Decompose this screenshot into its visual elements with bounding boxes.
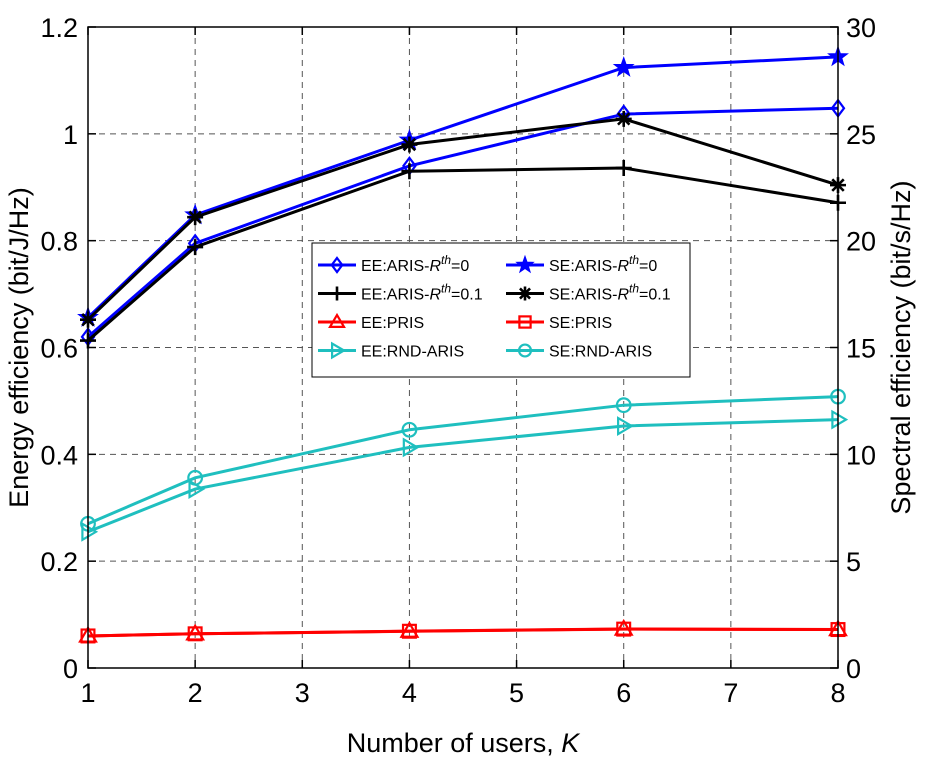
x-tick-label: 7 (723, 678, 738, 708)
legend-marker (517, 343, 533, 358)
y-left-tick-label: 1.2 (40, 13, 78, 43)
y-right-tick-label: 20 (846, 227, 876, 257)
y-right-tick-label: 25 (846, 120, 876, 150)
data-point (401, 163, 418, 180)
data-point (615, 160, 632, 177)
data-point (81, 521, 99, 542)
legend-label: EE:ARIS-Rth=0.1 (361, 282, 483, 304)
y-right-tick-label: 30 (846, 13, 876, 43)
legend-label: SE:RND-ARIS (549, 344, 652, 361)
series-6 (81, 409, 849, 542)
x-tick-label: 8 (830, 678, 845, 708)
data-point (401, 421, 418, 438)
data-point (615, 110, 632, 127)
y-left-tick-label: 0.6 (40, 334, 78, 364)
series-line (87, 418, 839, 534)
x-axis-label: Number of users, K (347, 728, 581, 758)
y-right-tick-label: 10 (846, 440, 876, 470)
y-left-tick-label: 0 (63, 654, 78, 684)
data-point (616, 621, 632, 637)
x-tick-label: 3 (295, 678, 310, 708)
y-left-tick-label: 1 (63, 120, 78, 150)
data-point (187, 626, 203, 642)
legend-box (311, 242, 691, 378)
data-point (612, 56, 635, 77)
x-tick-label: 5 (509, 678, 524, 708)
data-point (187, 239, 204, 256)
x-tick-label: 1 (80, 678, 95, 708)
legend-label: EE:RND-ARIS (361, 344, 464, 361)
legend-marker (331, 341, 347, 360)
legend-marker (328, 312, 346, 328)
x-tick-label: 2 (188, 678, 203, 708)
y-left-tick-label: 0.2 (40, 547, 78, 577)
data-point (187, 209, 204, 226)
legend-marker (518, 315, 532, 329)
legend-marker (330, 256, 344, 274)
legend-label: SE:ARIS-Rth=0 (549, 253, 657, 275)
y-axis-right-label: Spectral efficiency (bit/s/Hz) (886, 180, 916, 514)
legend-marker (330, 286, 344, 301)
x-tick-label: 4 (402, 678, 417, 708)
y-axis-left-label: Energy efficiency (bit/J/Hz) (4, 187, 34, 508)
data-point (401, 136, 418, 153)
series-7 (80, 388, 846, 532)
y-left-tick-label: 0.8 (40, 227, 78, 257)
legend-label: SE:ARIS-Rth=0.1 (549, 282, 671, 304)
y-right-tick-label: 15 (846, 334, 876, 364)
legend-label: EE:PRIS (361, 315, 424, 332)
legend-label: SE:PRIS (549, 315, 612, 332)
data-point (401, 623, 417, 639)
series-line (87, 627, 839, 638)
series-line (87, 395, 839, 526)
legend-label: EE:ARIS-Rth=0 (361, 253, 469, 275)
data-point (187, 469, 204, 486)
data-point (831, 409, 849, 430)
data-point (617, 416, 634, 436)
data-point (402, 437, 420, 458)
y-left-tick-label: 0.4 (40, 440, 78, 470)
x-tick-label: 6 (616, 678, 631, 708)
legend: EE:ARIS-Rth=0 SE:ARIS-Rth=0 EE:ARIS-Rth=0.… (311, 242, 691, 378)
legend-marker (518, 286, 532, 301)
data-point (615, 397, 632, 414)
y-right-tick-label: 5 (846, 547, 861, 577)
y-right-tick-label: 0 (846, 654, 861, 684)
legend-marker (515, 254, 535, 274)
